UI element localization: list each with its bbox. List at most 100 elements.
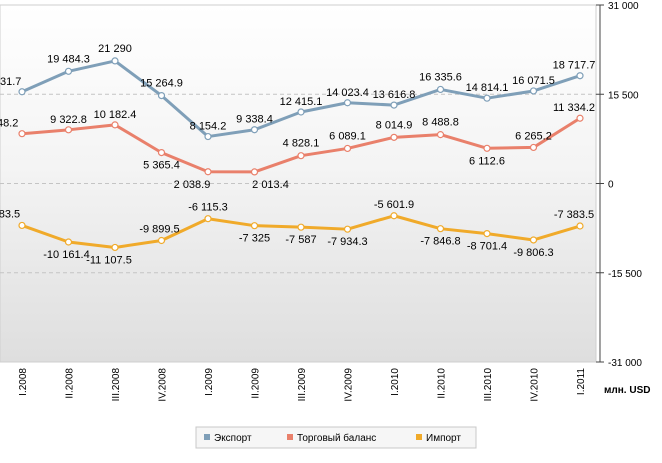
- data-point[interactable]: [529, 87, 538, 95]
- legend-box: [195, 426, 477, 449]
- data-point[interactable]: [111, 121, 119, 129]
- data-label: -7 587: [285, 234, 316, 246]
- data-point[interactable]: [576, 222, 584, 230]
- data-label: 2 038.9: [174, 179, 211, 191]
- data-point[interactable]: [390, 101, 398, 109]
- data-label: 8 648.2: [0, 118, 18, 130]
- data-point[interactable]: [64, 126, 73, 134]
- y-tick-label: -31 000: [608, 358, 642, 369]
- x-tick-label: III.2008: [111, 368, 122, 402]
- y-axis: 31 000 15 500 0 -15 500 -31 000: [596, 1, 642, 369]
- data-label: 10 182.4: [94, 109, 137, 121]
- data-label: 15 931.7: [0, 76, 21, 88]
- data-label: 16 071.5: [512, 75, 555, 87]
- data-label: 14 814.1: [466, 82, 509, 94]
- legend: Экспорт Торговый баланс Импорт: [195, 426, 477, 449]
- x-tick-label: III.2010: [483, 368, 494, 402]
- x-tick-label: IV.2008: [158, 368, 169, 402]
- data-label: -11 107.5: [86, 254, 132, 266]
- data-label: -10 161.4: [43, 249, 89, 261]
- data-point[interactable]: [483, 230, 491, 238]
- legend-swatch: [416, 434, 422, 440]
- data-point[interactable]: [436, 131, 445, 139]
- data-point[interactable]: [157, 236, 166, 245]
- data-point[interactable]: [250, 222, 259, 230]
- data-point[interactable]: [390, 212, 398, 220]
- legend-entry[interactable]: Экспорт: [214, 433, 252, 444]
- data-label: 13 616.8: [373, 89, 416, 101]
- data-label: -9 899.5: [139, 224, 179, 236]
- data-label: 5 365.4: [143, 160, 180, 172]
- x-axis: I.2008 II.2008 III.2008 IV.2008 I.2009 II.200…: [18, 368, 587, 402]
- legend-entry[interactable]: Торговый баланс: [297, 432, 376, 444]
- data-label: -6 115.3: [188, 202, 228, 214]
- y-tick-label: -15 500: [608, 269, 642, 280]
- data-label: 19 484.3: [47, 53, 90, 65]
- gridlines: [0, 93, 596, 274]
- data-point[interactable]: [64, 67, 73, 75]
- data-label: 8 154.2: [190, 121, 227, 133]
- data-label: 12 415.1: [280, 96, 323, 108]
- data-point[interactable]: [157, 149, 166, 157]
- x-tick-label: I.2011: [576, 368, 587, 395]
- data-point[interactable]: [390, 133, 398, 141]
- data-point[interactable]: [297, 108, 305, 116]
- data-point[interactable]: [436, 225, 445, 233]
- data-label: -8 701.4: [467, 241, 507, 253]
- y-tick-label: 0: [608, 180, 614, 191]
- data-label: 6 089.1: [329, 130, 366, 142]
- x-tick-label: II.2008: [65, 368, 76, 399]
- data-label: -7 325: [239, 233, 270, 245]
- data-point[interactable]: [343, 144, 352, 153]
- data-label: 15 264.9: [140, 78, 183, 90]
- data-point[interactable]: [111, 57, 119, 65]
- data-label: 18 717.7: [553, 60, 596, 72]
- data-point[interactable]: [483, 94, 491, 102]
- data-point[interactable]: [204, 215, 212, 223]
- data-label: -7 283.5: [0, 208, 20, 220]
- data-label: -7 846.8: [420, 236, 460, 248]
- data-label: -7 934.3: [327, 236, 367, 248]
- data-point[interactable]: [18, 221, 26, 230]
- data-label: 8 488.8: [422, 117, 459, 129]
- data-point[interactable]: [576, 114, 584, 122]
- x-tick-label: I.2008: [18, 368, 29, 396]
- x-tick-label: IV.2009: [344, 368, 355, 402]
- data-point[interactable]: [18, 130, 26, 138]
- data-label: -5 601.9: [374, 199, 414, 211]
- x-tick-label: I.2010: [390, 368, 401, 396]
- data-point[interactable]: [250, 126, 259, 134]
- data-point[interactable]: [250, 168, 259, 176]
- x-tick-label: III.2009: [297, 368, 308, 402]
- data-point[interactable]: [576, 72, 584, 80]
- data-point[interactable]: [297, 223, 305, 231]
- data-labels: 15 931.7 19 484.3 21 290 15 264.9 8 154.2 9 3…: [0, 43, 595, 267]
- data-point[interactable]: [111, 243, 119, 252]
- x-tick-label: I.2009: [204, 368, 215, 396]
- legend-swatch: [204, 434, 210, 440]
- legend-entry[interactable]: Импорт: [426, 433, 461, 444]
- data-point[interactable]: [297, 152, 305, 160]
- data-label: 21 290: [98, 43, 132, 55]
- data-point[interactable]: [343, 99, 352, 107]
- data-point[interactable]: [343, 225, 352, 233]
- data-point[interactable]: [64, 238, 73, 246]
- data-label: 6 112.6: [469, 155, 505, 167]
- data-label: -7 383.5: [554, 209, 594, 221]
- data-label: 14 023.4: [326, 87, 369, 99]
- y-tick-label: 15 500: [608, 90, 639, 101]
- data-label: 9 338.4: [236, 114, 273, 126]
- data-point[interactable]: [204, 132, 212, 141]
- data-label: 9 322.8: [50, 114, 87, 126]
- data-point[interactable]: [529, 236, 538, 244]
- data-point[interactable]: [204, 168, 212, 176]
- data-point[interactable]: [529, 143, 538, 152]
- data-label: 8 014.9: [376, 119, 413, 131]
- data-point[interactable]: [18, 88, 26, 96]
- data-point[interactable]: [157, 92, 166, 100]
- data-label: -9 806.3: [513, 247, 553, 259]
- data-point[interactable]: [436, 85, 445, 94]
- x-tick-label: II.2009: [251, 368, 262, 399]
- data-point[interactable]: [483, 144, 491, 152]
